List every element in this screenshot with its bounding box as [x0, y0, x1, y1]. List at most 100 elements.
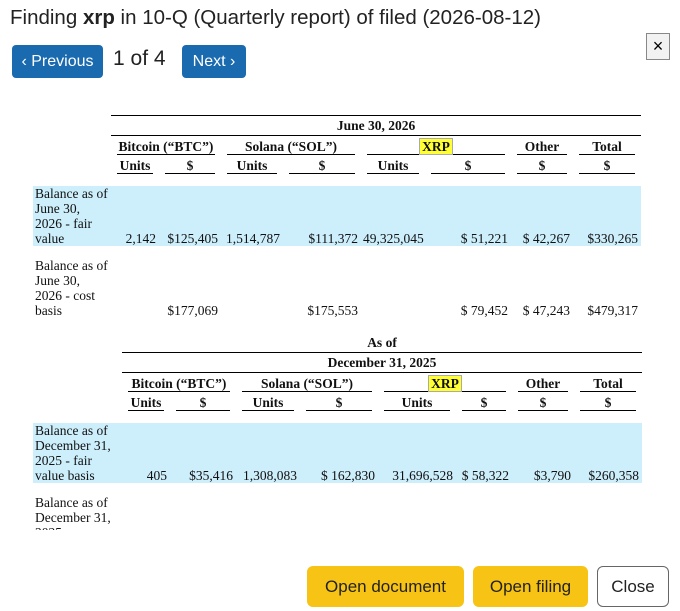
- subhead-cell: $: [511, 155, 573, 174]
- financial-table: June 30, 2026 Bitcoin (“BTC”) Solana (“SOL…: [33, 115, 642, 318]
- subhead-cell: Units: [236, 392, 300, 411]
- value-cell: [574, 495, 642, 530]
- group-label: Bitcoin (“BTC”): [128, 376, 230, 392]
- subhead-label: Units: [384, 395, 450, 411]
- table-heading: December 31, 2025: [122, 352, 642, 373]
- value-cell: $ 58,322: [456, 423, 512, 483]
- row-label: Balance as of June 30, 2026 - cost basis: [35, 258, 108, 318]
- value-cell: 405: [122, 423, 170, 483]
- data-row: Balance as of June 30, 2026 - fair value…: [33, 186, 642, 246]
- value-cell: 1,514,787: [221, 186, 283, 246]
- subhead-label: Units: [227, 158, 277, 174]
- data-row: Balance as of December 31, 2025 - fair v…: [33, 423, 642, 483]
- subhead-row: Units $ Units $ Units $ $ $: [33, 392, 642, 411]
- value-cell: [170, 495, 236, 530]
- value-cell: $177,069: [167, 303, 218, 318]
- subhead-label: $: [518, 395, 568, 411]
- value-cell: $479,317: [587, 303, 639, 318]
- subhead-label: $: [517, 158, 567, 174]
- value-cell: $ 42,267: [511, 186, 573, 246]
- previous-button[interactable]: ‹ Previous: [12, 45, 103, 78]
- row-label: Balance as of June 30, 2026 - fair value: [33, 186, 111, 246]
- value-cell: [300, 495, 378, 530]
- counter: 1 of 4: [113, 47, 166, 70]
- open-document-button[interactable]: Open document: [307, 566, 464, 607]
- value-cell: 2,142: [111, 186, 159, 246]
- subhead-label: $: [306, 395, 372, 411]
- value-cell: $111,372: [283, 186, 361, 246]
- group-cell: Solana (“SOL”): [221, 136, 361, 155]
- open-filing-button[interactable]: Open filing: [473, 566, 588, 607]
- group-text: Solana (“SOL”): [245, 139, 337, 154]
- group-text: Other: [524, 139, 560, 154]
- subhead-cell: $: [512, 392, 574, 411]
- blank-cell: [33, 116, 111, 136]
- value-cell: $ 47,243: [522, 303, 570, 318]
- subhead-label: $: [289, 158, 355, 174]
- value-cell: [236, 495, 300, 530]
- group-label: Solana (“SOL”): [227, 139, 355, 155]
- group-text: Bitcoin (“BTC”): [118, 139, 214, 154]
- data-row: Balance as of December 31, 2025 -: [33, 495, 642, 530]
- blank-cell: [33, 136, 111, 156]
- group-text: XRP: [419, 138, 453, 155]
- value-cell: [456, 495, 512, 530]
- blank-cell: [33, 373, 122, 393]
- query: xrp: [82, 6, 115, 29]
- subhead-cell: $: [574, 392, 642, 411]
- document-view: June 30, 2026 Bitcoin (“BTC”) Solana (“SOL…: [0, 105, 680, 530]
- group-label: Bitcoin (“BTC”): [117, 139, 215, 155]
- subhead-cell: Units: [122, 392, 170, 411]
- row-label: Balance as of December 31, 2025 - fair v…: [33, 423, 122, 483]
- value-cell: 1,308,083: [236, 423, 300, 483]
- group-text: Total: [593, 376, 623, 391]
- value-cell: $35,416: [170, 423, 236, 483]
- group-cell: Other: [511, 136, 573, 155]
- group-row: Bitcoin (“BTC”) Solana (“SOL”) XRP Other Tot…: [33, 373, 642, 393]
- data-row: Balance as of June 30, 2026 - cost basis…: [33, 258, 641, 318]
- group-text: Total: [592, 139, 622, 154]
- subhead-label: Units: [128, 395, 164, 411]
- group-label: XRP: [367, 138, 505, 155]
- group-label: Solana (“SOL”): [242, 376, 372, 392]
- subhead-cell: $: [573, 155, 641, 174]
- value-cell: $260,358: [574, 423, 642, 483]
- spacer-row: [33, 411, 642, 423]
- value-cell: [111, 258, 159, 318]
- next-button[interactable]: Next ›: [182, 45, 246, 78]
- group-cell: Total: [573, 136, 641, 155]
- group-text: Other: [525, 376, 561, 391]
- blank-cell: [33, 392, 122, 411]
- heading-row: June 30, 2026: [33, 115, 642, 136]
- subhead-cell: $: [456, 392, 512, 411]
- subhead-cell: $: [159, 155, 221, 174]
- subhead-cell: $: [283, 155, 361, 174]
- subhead-cell: Units: [111, 155, 159, 174]
- subhead-label: Units: [242, 395, 294, 411]
- group-cell: Solana (“SOL”): [236, 373, 378, 392]
- value-cell: [378, 495, 456, 530]
- group-text: XRP: [428, 375, 462, 392]
- spacer-row: [33, 246, 641, 258]
- group-label: Total: [579, 139, 636, 155]
- close-icon[interactable]: ×: [646, 33, 670, 60]
- blank-cell: [33, 353, 122, 373]
- subhead-cell: $: [170, 392, 236, 411]
- value-cell: $ 51,221: [425, 186, 511, 246]
- subhead-cell: Units: [221, 155, 283, 174]
- group-row: Bitcoin (“BTC”) Solana (“SOL”) XRP Other Tot…: [33, 136, 641, 156]
- subhead-label: Units: [117, 158, 153, 174]
- group-cell: Total: [574, 373, 642, 392]
- group-label: XRP: [384, 375, 506, 392]
- close-button[interactable]: Close: [597, 566, 669, 607]
- heading-row: As of: [33, 333, 642, 353]
- subhead-label: $: [462, 395, 506, 411]
- title-prefix: Finding: [10, 6, 83, 29]
- group-label: Other: [518, 376, 568, 392]
- value-cell: 31,696,528: [378, 423, 456, 483]
- value-cell: $125,405: [159, 186, 221, 246]
- subhead-label: $: [431, 158, 505, 174]
- group-cell: Other: [512, 373, 574, 392]
- subhead-cell: Units: [378, 392, 456, 411]
